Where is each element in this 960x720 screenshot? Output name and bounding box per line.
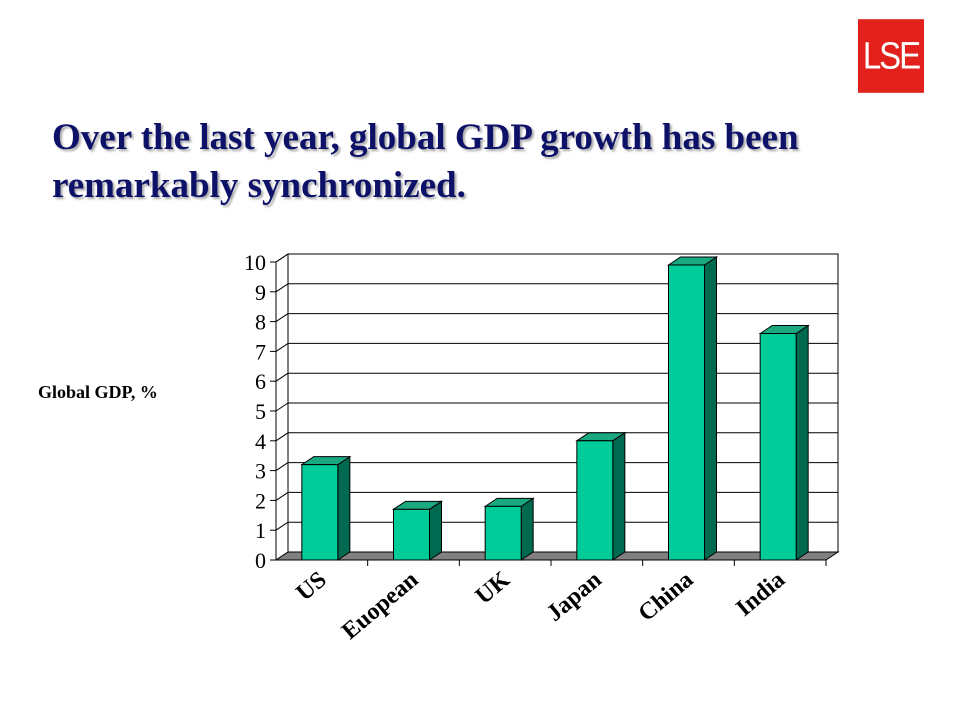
- x-tick-label: China: [634, 567, 699, 627]
- lse-logo: LSE: [858, 19, 924, 93]
- chart-floor: [274, 551, 840, 561]
- y-axis-label: Global GDP, %: [38, 382, 158, 402]
- bar-side: [612, 431, 626, 561]
- y-tick-label: 3: [255, 459, 266, 484]
- gridline-side: [275, 253, 289, 263]
- x-tick-label: Japan: [542, 567, 607, 627]
- bar-side: [337, 455, 351, 561]
- y-tick-label: 7: [255, 339, 266, 364]
- gridline-side: [275, 283, 289, 293]
- bar-side: [795, 324, 809, 561]
- y-tick-label: 6: [255, 369, 266, 394]
- bar: [759, 333, 797, 561]
- y-tick-label: 2: [255, 488, 266, 513]
- x-tick-label: US: [291, 567, 331, 607]
- gridline-side: [275, 521, 289, 531]
- gridline-side: [275, 402, 289, 412]
- y-tick-label: 0: [255, 548, 266, 573]
- gridline-side: [275, 462, 289, 472]
- x-tick-label: UK: [471, 566, 516, 609]
- slide-title: Over the last year, global GDP growth ha…: [52, 117, 799, 206]
- bar-side: [520, 497, 534, 561]
- bar: [484, 505, 522, 561]
- y-tick-label: 8: [255, 310, 266, 335]
- bar: [668, 264, 705, 561]
- gridline-side: [275, 313, 289, 323]
- gridline-side: [275, 372, 289, 382]
- bar: [301, 464, 339, 561]
- y-tick-label: 10: [244, 250, 266, 275]
- bar: [393, 508, 430, 561]
- bar: [576, 440, 614, 561]
- y-tick-label: 4: [255, 429, 266, 454]
- y-tick-label: 5: [255, 399, 266, 424]
- gridline-side: [275, 491, 289, 501]
- y-tick-label: 9: [255, 280, 266, 305]
- gridline-side: [275, 432, 289, 442]
- x-tick-label: Euopean: [337, 567, 423, 645]
- x-tick-label: India: [731, 567, 790, 622]
- bar-side: [429, 500, 442, 561]
- bar-side: [704, 256, 717, 561]
- gridline-side: [275, 342, 289, 352]
- y-tick-label: 1: [255, 518, 266, 543]
